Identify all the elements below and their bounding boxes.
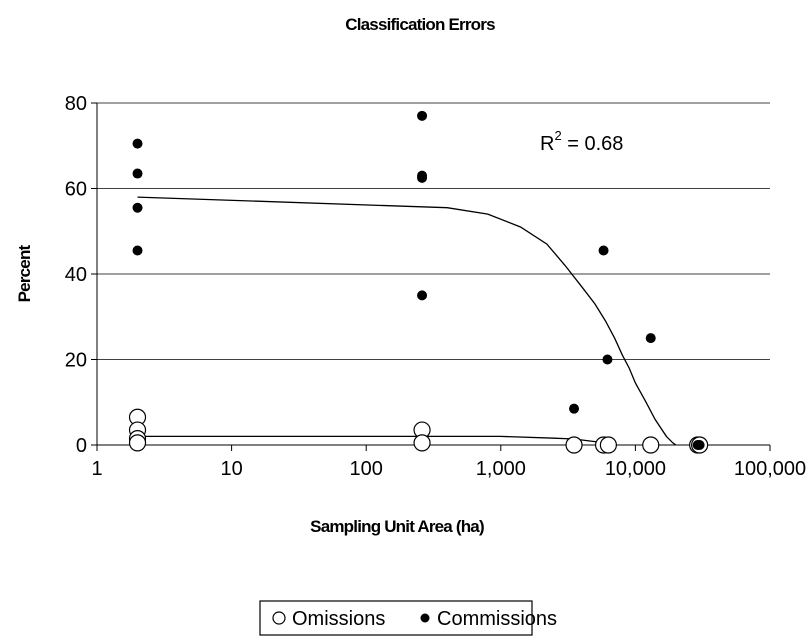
- trend-line-commissions: [137, 196, 677, 446]
- trend-lines: [137, 196, 677, 446]
- point-commissions-7: [417, 290, 428, 301]
- r-squared-value: = 0.68: [562, 133, 624, 155]
- legend-label-omissions: Omissions: [292, 608, 385, 630]
- grid: [97, 102, 770, 360]
- point-commissions-11: [645, 333, 656, 344]
- x-axis-label: Sampling Unit Area (ha): [310, 517, 484, 536]
- chart-title: Classification Errors: [345, 15, 495, 34]
- y-tick-label-1: 20: [65, 350, 87, 372]
- legend-label-commissions: Commissions: [437, 608, 557, 630]
- point-commissions-1: [132, 168, 143, 179]
- x-tick-label-4: 10,000: [605, 458, 666, 480]
- y-tick-label-3: 60: [65, 179, 87, 201]
- point-commissions-4: [417, 110, 428, 121]
- point-omissions-9: [642, 436, 660, 454]
- point-commissions-10: [602, 354, 613, 365]
- point-omissions-6: [565, 436, 583, 454]
- x-tick-label-3: 1,000: [476, 458, 526, 480]
- legend-marker-commissions: [420, 613, 430, 623]
- point-omissions-8: [599, 436, 617, 454]
- point-commissions-2: [132, 202, 143, 213]
- point-commissions-6: [417, 172, 428, 183]
- axes: [91, 102, 771, 451]
- point-commissions-3: [132, 245, 143, 256]
- y-tick-label-2: 40: [65, 264, 87, 286]
- point-commissions-8: [569, 403, 580, 414]
- legend-box: [259, 600, 533, 636]
- y-tick-labels: 0 20 40 60 80: [65, 93, 87, 457]
- x-tick-label-1: 10: [220, 458, 242, 480]
- point-commissions-9: [598, 245, 609, 256]
- point-commissions-13: [694, 440, 705, 450]
- x-tick-label-5: 100,000: [734, 458, 806, 480]
- y-axis-label: Percent: [15, 244, 34, 302]
- r-squared-base: R: [540, 133, 554, 155]
- y-tick-label-0: 0: [76, 435, 87, 457]
- point-omissions-5: [413, 434, 431, 452]
- x-tick-label-0: 1: [91, 458, 102, 480]
- r-squared-annotation: R2 = 0.68: [540, 128, 623, 155]
- r-squared-superscript: 2: [554, 128, 561, 143]
- x-tick-label-2: 100: [350, 458, 383, 480]
- point-omissions-3: [128, 434, 147, 452]
- point-commissions-0: [132, 138, 143, 149]
- x-tick-labels: 1 10 100 1,000 10,000 100,000: [91, 458, 806, 480]
- data-points: [128, 110, 709, 454]
- legend: Omissions Commissions: [259, 600, 557, 636]
- legend-marker-omissions: [272, 611, 286, 625]
- y-tick-label-4: 80: [65, 93, 87, 115]
- trend-line-omissions: [137, 435, 604, 444]
